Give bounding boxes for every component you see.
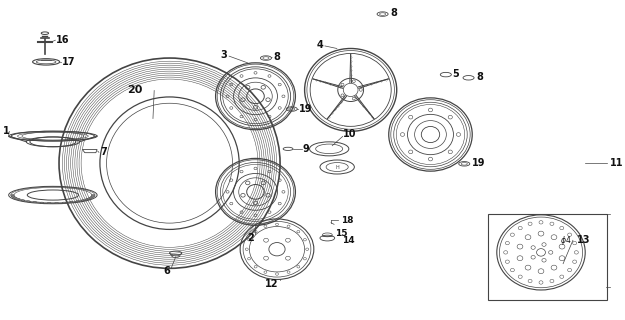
Text: H: H <box>335 164 339 170</box>
Text: 12: 12 <box>266 279 279 289</box>
Text: 11: 11 <box>610 157 623 168</box>
Text: 19: 19 <box>472 158 485 168</box>
Text: 8: 8 <box>476 72 482 82</box>
Ellipse shape <box>11 195 14 196</box>
Ellipse shape <box>62 202 66 203</box>
Text: 1: 1 <box>2 126 9 136</box>
Text: 3: 3 <box>220 50 227 60</box>
Text: 2: 2 <box>248 233 254 243</box>
Ellipse shape <box>76 201 79 202</box>
Ellipse shape <box>21 200 25 201</box>
Ellipse shape <box>33 202 37 203</box>
Text: 5: 5 <box>452 69 459 79</box>
Ellipse shape <box>27 201 31 202</box>
Text: 17: 17 <box>62 57 76 67</box>
Ellipse shape <box>91 195 95 196</box>
Text: 10: 10 <box>343 129 357 139</box>
Ellipse shape <box>69 202 72 203</box>
Text: 15: 15 <box>336 229 348 238</box>
Ellipse shape <box>55 202 59 204</box>
Ellipse shape <box>91 196 94 197</box>
Text: 6: 6 <box>163 266 170 276</box>
Text: 18: 18 <box>341 216 354 225</box>
Text: 20: 20 <box>127 85 142 95</box>
Text: $\phi$4: $\phi$4 <box>560 234 571 247</box>
Ellipse shape <box>17 199 21 200</box>
Text: 8: 8 <box>391 8 398 19</box>
Text: 14: 14 <box>342 236 355 245</box>
Ellipse shape <box>48 202 51 204</box>
Text: 9: 9 <box>302 144 309 154</box>
Ellipse shape <box>86 199 89 200</box>
Ellipse shape <box>81 200 84 201</box>
Ellipse shape <box>13 197 17 199</box>
Text: 13: 13 <box>577 235 590 245</box>
Text: 8: 8 <box>273 52 280 62</box>
Text: 4: 4 <box>316 40 323 50</box>
Ellipse shape <box>11 196 15 197</box>
Ellipse shape <box>40 202 44 203</box>
Text: 19: 19 <box>299 104 312 114</box>
Text: 7: 7 <box>101 147 107 157</box>
Ellipse shape <box>89 197 92 199</box>
Text: 16: 16 <box>56 35 69 44</box>
